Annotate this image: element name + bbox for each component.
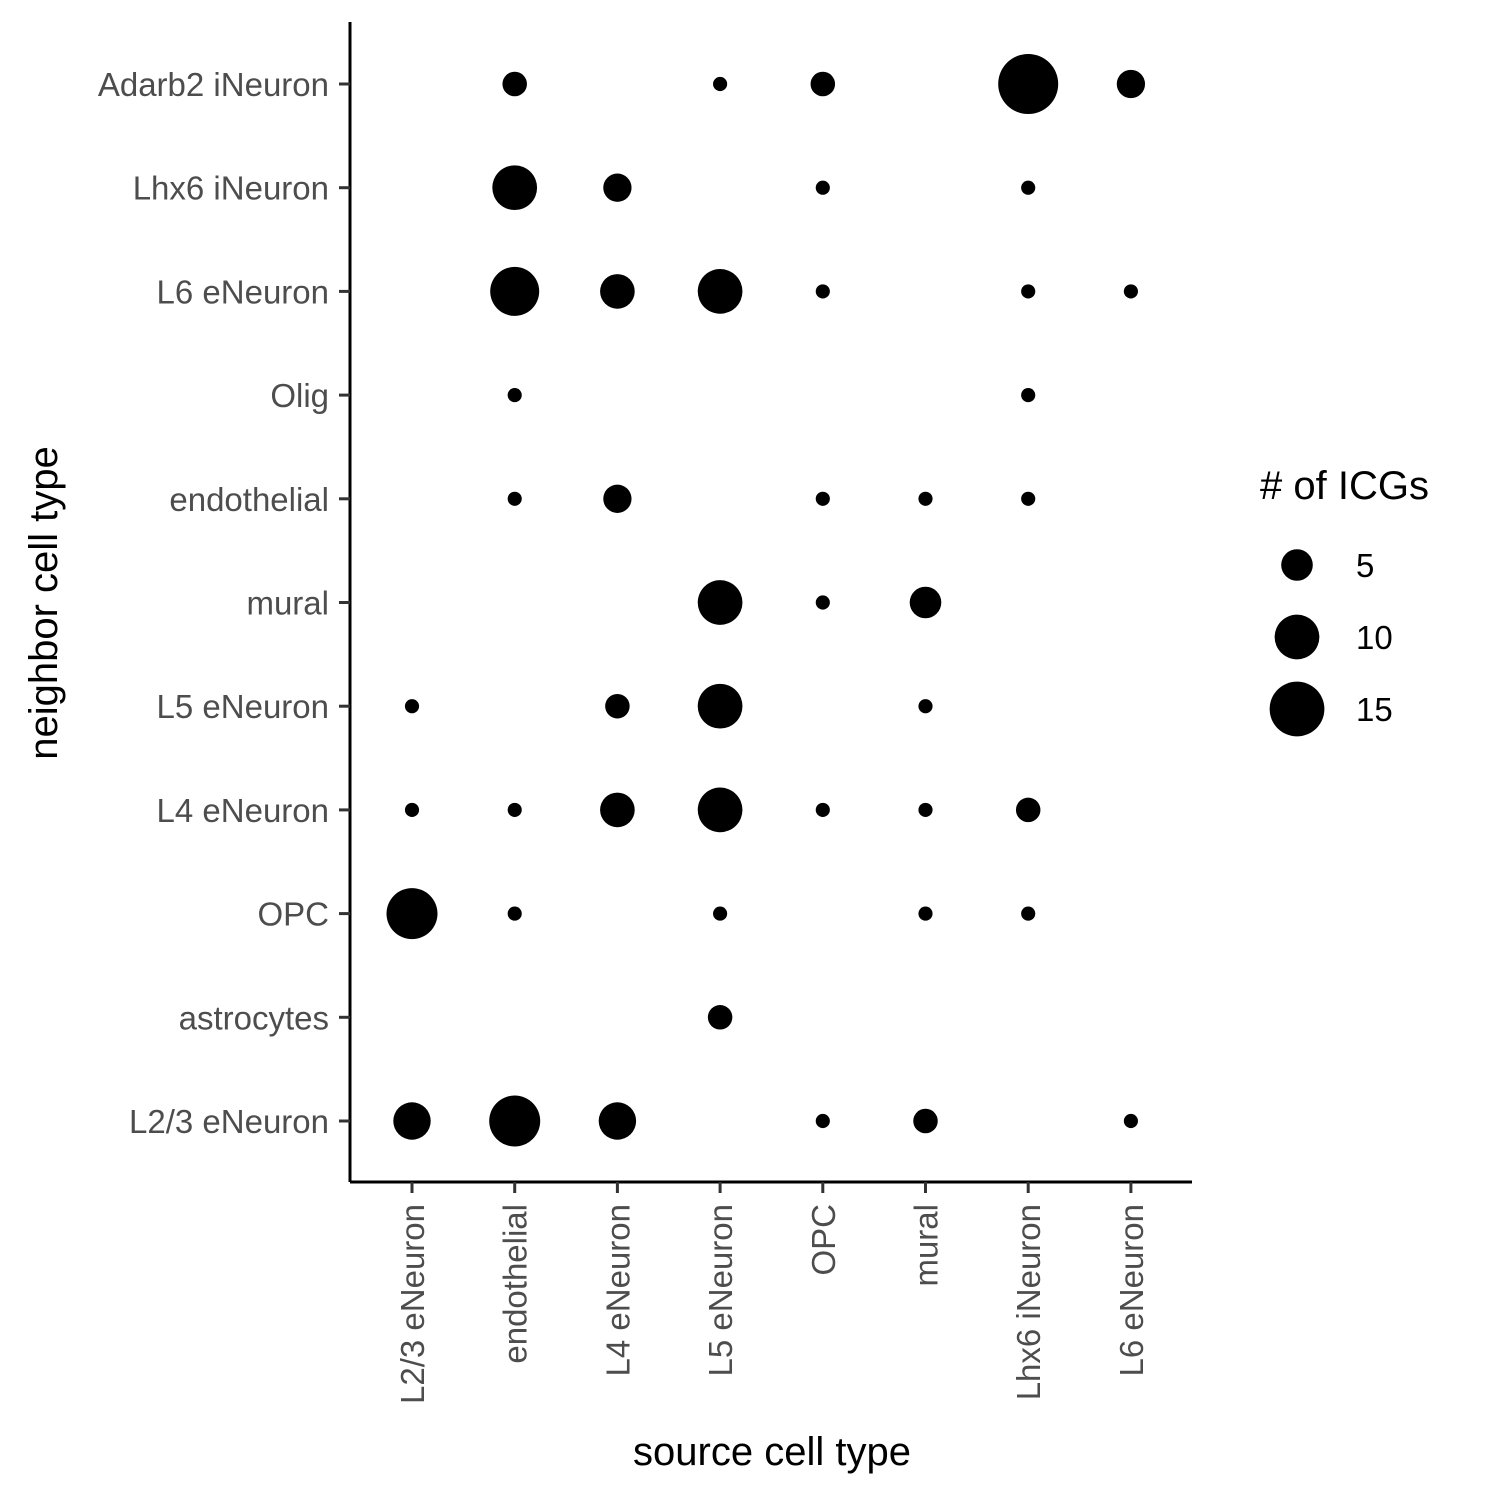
data-point xyxy=(815,595,830,610)
data-point xyxy=(713,906,728,921)
data-point xyxy=(713,76,728,92)
data-point xyxy=(600,274,635,309)
y-tick-label: L6 eNeuron xyxy=(157,273,329,310)
data-point xyxy=(404,699,420,714)
data-point xyxy=(404,802,420,817)
legend-key-label: 10 xyxy=(1356,619,1393,656)
data-point xyxy=(697,269,743,314)
legend-key-label: 5 xyxy=(1356,547,1374,584)
data-point xyxy=(1116,69,1146,99)
data-point xyxy=(1021,180,1036,195)
y-tick-label: mural xyxy=(246,585,329,622)
x-tick-label: L5 eNeuron xyxy=(702,1204,739,1376)
data-point xyxy=(1021,284,1036,299)
data-point xyxy=(918,906,933,921)
data-point xyxy=(697,580,743,625)
y-tick-label: L5 eNeuron xyxy=(157,688,329,725)
data-point xyxy=(603,173,632,202)
data-point xyxy=(600,792,635,828)
x-tick-label: Lhx6 iNeuron xyxy=(1010,1204,1047,1400)
data-point xyxy=(1021,388,1036,403)
y-tick-label: Olig xyxy=(270,377,329,414)
data-point xyxy=(598,1102,637,1140)
x-axis-title: source cell type xyxy=(633,1430,911,1474)
data-point xyxy=(815,491,830,506)
y-ticks: L2/3 eNeuron astrocytes OPC L4 eNeuron L5 eN… xyxy=(98,66,350,1140)
data-point xyxy=(507,906,522,921)
y-tick-label: L4 eNeuron xyxy=(157,792,329,829)
data-point xyxy=(502,71,527,97)
data-point xyxy=(393,1102,431,1140)
data-point xyxy=(507,491,522,506)
data-point xyxy=(489,1095,541,1147)
axes-layer xyxy=(348,22,1192,1184)
data-point xyxy=(492,165,538,211)
y-tick-label: L2/3 eNeuron xyxy=(129,1103,329,1140)
data-point xyxy=(998,54,1059,114)
data-point xyxy=(815,802,830,817)
data-point xyxy=(918,802,933,817)
y-tick-label: endothelial xyxy=(169,481,329,518)
data-point xyxy=(697,683,743,729)
data-point xyxy=(918,699,933,714)
x-tick-label: mural xyxy=(908,1204,945,1287)
data-point xyxy=(1015,797,1041,823)
data-point xyxy=(605,693,630,719)
x-ticks: L2/3 eNeuron endothelial L4 eNeuron L5 eNeu… xyxy=(394,1182,1150,1404)
data-point xyxy=(707,1005,733,1030)
data-point xyxy=(490,266,540,316)
data-point xyxy=(697,787,743,833)
data-point xyxy=(1123,284,1138,299)
data-point xyxy=(918,491,933,506)
data-point xyxy=(1123,1113,1138,1129)
y-tick-label: astrocytes xyxy=(179,999,329,1036)
size-legend: # of ICGs 5 10 15 xyxy=(1260,464,1429,737)
legend-key-circle xyxy=(1274,614,1320,660)
x-tick-label: L6 eNeuron xyxy=(1113,1204,1150,1376)
data-point xyxy=(810,71,836,97)
x-tick-label: L2/3 eNeuron xyxy=(394,1204,431,1404)
x-tick-label: endothelial xyxy=(497,1204,534,1364)
data-point xyxy=(603,484,632,513)
data-point xyxy=(815,284,830,299)
data-point xyxy=(1021,906,1036,921)
data-point xyxy=(815,1113,830,1129)
data-point xyxy=(815,180,830,195)
y-tick-label: Adarb2 iNeuron xyxy=(98,66,329,103)
legend-key-circle xyxy=(1269,681,1325,737)
data-point xyxy=(386,888,438,940)
data-point xyxy=(507,388,522,403)
legend-key-label: 15 xyxy=(1356,691,1393,728)
legend-title: # of ICGs xyxy=(1260,464,1429,508)
data-point xyxy=(913,1108,938,1134)
y-axis-title: neighbor cell type xyxy=(22,446,66,760)
points-layer xyxy=(386,54,1146,1147)
x-tick-label: L4 eNeuron xyxy=(599,1204,636,1376)
data-point xyxy=(1021,491,1036,506)
data-point xyxy=(507,802,522,817)
x-tick-label: OPC xyxy=(805,1204,842,1276)
y-tick-label: Lhx6 iNeuron xyxy=(133,170,329,207)
data-point xyxy=(909,586,942,619)
y-tick-label: OPC xyxy=(257,896,329,933)
legend-key-circle xyxy=(1281,549,1313,581)
